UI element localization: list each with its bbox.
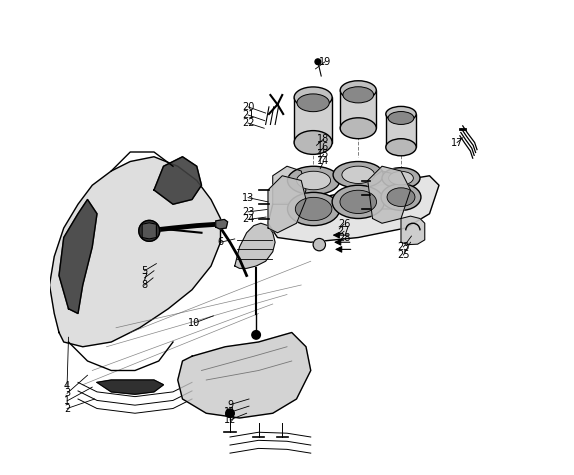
Ellipse shape [388,112,414,124]
Polygon shape [268,176,306,233]
Text: 2: 2 [64,403,70,414]
Text: 28: 28 [338,233,350,244]
Text: 13: 13 [242,192,254,203]
Ellipse shape [288,192,340,226]
Text: 23: 23 [242,207,254,217]
Ellipse shape [386,106,416,122]
Text: 17: 17 [451,137,463,148]
Polygon shape [235,223,275,268]
Ellipse shape [342,166,375,183]
Ellipse shape [294,131,332,154]
Ellipse shape [294,87,332,108]
Polygon shape [273,166,306,204]
Text: 9: 9 [227,399,233,410]
Circle shape [139,220,160,241]
Polygon shape [49,157,220,347]
Text: 4: 4 [64,380,70,391]
Polygon shape [178,332,311,418]
Ellipse shape [288,166,340,195]
FancyBboxPatch shape [294,97,332,142]
Circle shape [313,238,325,251]
Text: 18: 18 [317,134,329,144]
Polygon shape [59,200,97,314]
FancyBboxPatch shape [386,114,416,147]
Text: 7: 7 [141,273,148,283]
FancyBboxPatch shape [340,90,377,128]
Ellipse shape [333,162,383,188]
Text: 15: 15 [317,149,329,160]
Ellipse shape [297,171,331,190]
Text: 14: 14 [317,156,329,167]
Circle shape [226,409,234,418]
Polygon shape [142,223,156,239]
Text: 27: 27 [338,226,350,237]
Polygon shape [401,216,425,245]
Polygon shape [97,380,164,394]
Text: 21: 21 [242,110,254,120]
Text: 22: 22 [242,118,254,128]
Ellipse shape [382,168,420,189]
Text: 11: 11 [224,407,236,418]
Ellipse shape [386,139,416,156]
Text: 26: 26 [338,219,350,229]
Ellipse shape [340,190,377,214]
Ellipse shape [340,81,377,100]
Ellipse shape [297,94,329,112]
Text: 8: 8 [141,280,148,290]
Ellipse shape [387,188,415,207]
Ellipse shape [340,118,377,139]
Circle shape [315,59,321,65]
Ellipse shape [295,198,332,221]
Text: 1: 1 [64,396,70,406]
Text: 25: 25 [397,250,410,260]
Polygon shape [154,157,201,204]
Text: 6: 6 [218,237,223,247]
Polygon shape [216,219,228,229]
Circle shape [252,331,261,339]
Text: 16: 16 [317,142,329,152]
Ellipse shape [389,171,413,185]
Ellipse shape [381,184,421,210]
Text: 19: 19 [319,57,331,67]
Text: 5: 5 [141,266,148,276]
Polygon shape [368,171,406,209]
Text: 10: 10 [188,318,200,328]
Text: 20: 20 [242,102,254,112]
Ellipse shape [343,87,374,103]
Text: 3: 3 [64,388,70,399]
Polygon shape [268,176,439,242]
Polygon shape [368,166,410,223]
Text: 24: 24 [242,214,254,225]
Ellipse shape [332,185,385,218]
Text: 23: 23 [397,242,410,252]
Text: 12: 12 [224,415,236,425]
